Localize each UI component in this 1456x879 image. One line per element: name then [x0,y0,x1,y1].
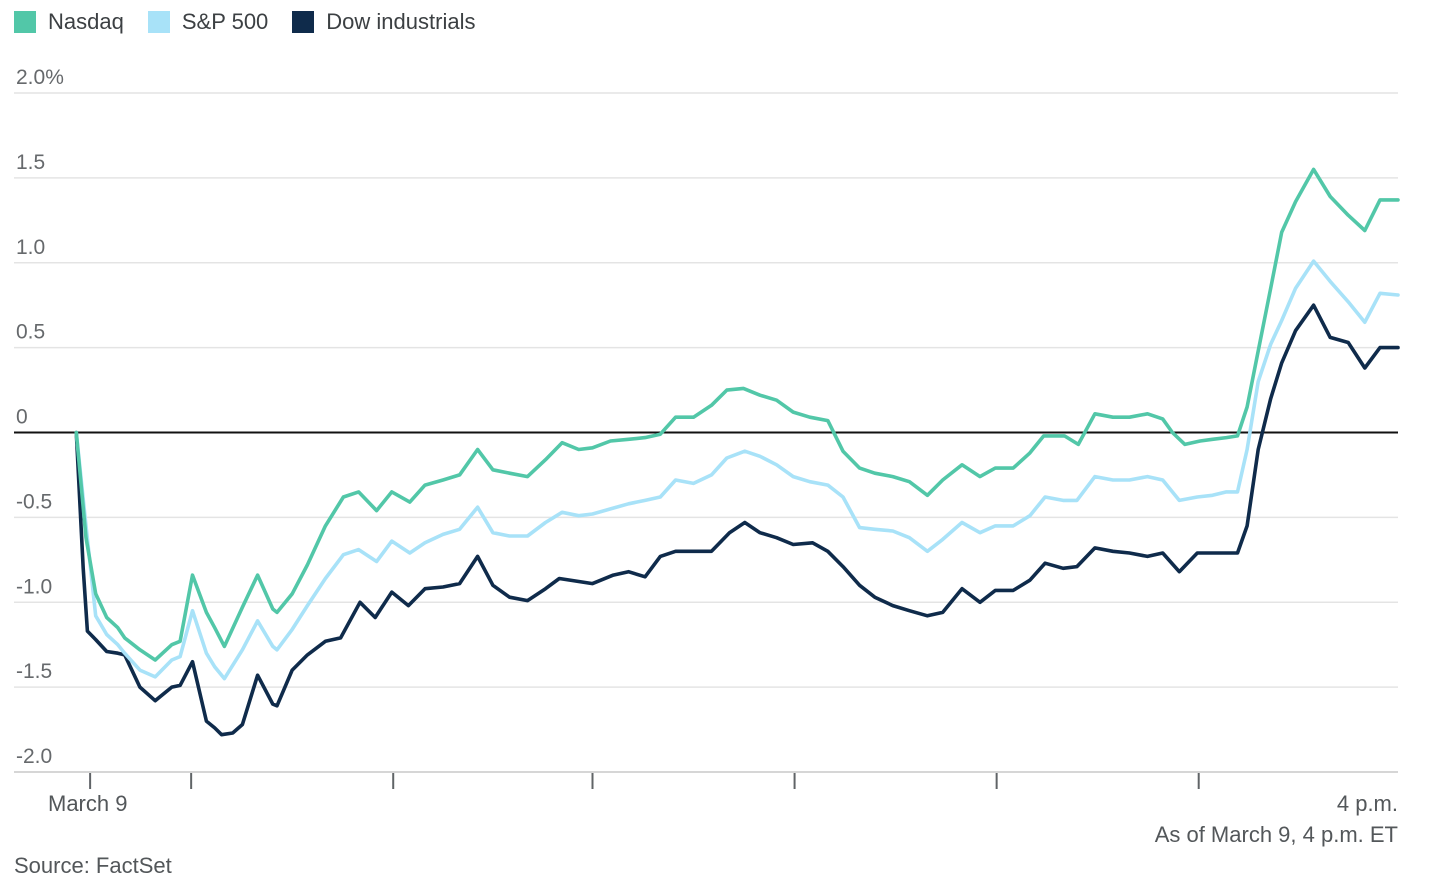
legend-item: Dow industrials [292,10,475,34]
x-axis-end-label: 4 p.m. [1336,791,1398,816]
y-tick-label: -1.0 [16,575,52,598]
gridlines [14,92,1398,773]
x-axis-start-label: March 9 [48,791,128,816]
legend-swatch-icon [292,11,315,33]
y-tick-label: -2.0 [16,745,52,768]
y-tick-label: -0.5 [16,490,52,513]
y-tick-label: 0.5 [16,321,45,344]
x-axis-ticks [89,773,1200,789]
y-tick-label: 0 [16,406,28,429]
y-tick-label: 2.0% [16,66,64,89]
y-tick-label: -1.5 [16,660,52,683]
legend-item: S&P 500 [147,9,269,34]
series-line-nasdaq [74,167,1400,662]
source-label: Source: FactSet [14,853,172,878]
y-tick-label: 1.5 [16,151,45,174]
legend-label: Dow industrials [326,9,476,34]
legend-label: S&P 500 [181,9,269,34]
legend-swatch-icon [14,11,36,33]
legend-item: Nasdaq [14,10,124,34]
y-tick-label: 1.0 [16,236,45,259]
y-axis-labels: 2.0% 1.5 1.0 0.5 0 -0.5 -1.0 -1.5 -2.0 [16,66,64,768]
series-line-s-p-500 [74,259,1400,681]
as-of-label: As of March 9, 4 p.m. ET [1154,822,1398,847]
series-line-dow-industrials [74,303,1400,737]
legend-swatch-icon [147,11,170,33]
legend: Nasdaq S&P 500 Dow industrials [14,10,499,34]
legend-label: Nasdaq [48,9,124,34]
